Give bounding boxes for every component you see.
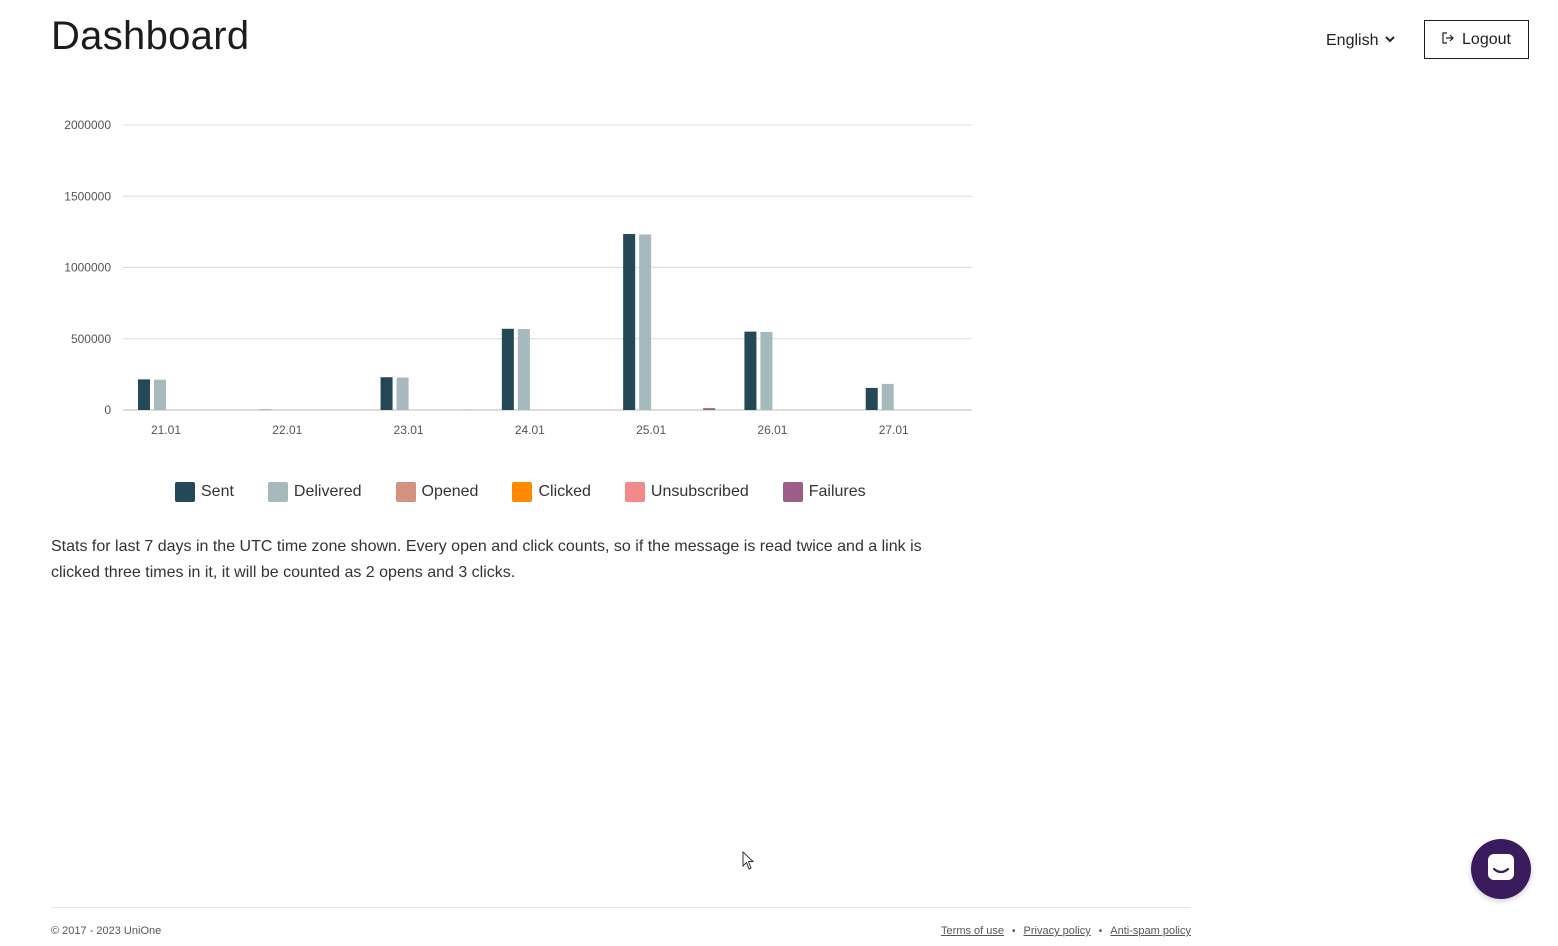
terms-link[interactable]: Terms of use <box>941 925 1005 937</box>
legend-label: Opened <box>421 483 479 500</box>
language-select[interactable]: English <box>1326 30 1396 52</box>
chat-icon <box>1486 852 1516 887</box>
x-tick-label: 24.01 <box>515 423 545 437</box>
legend-item-sent[interactable]: Sent <box>175 482 234 502</box>
bar-sent-21.01[interactable] <box>138 379 150 410</box>
legend-swatch <box>624 482 645 502</box>
legend-item-failures[interactable]: Failures <box>782 482 866 502</box>
legend-item-clicked[interactable]: Clicked <box>512 482 591 502</box>
y-tick-label: 0 <box>104 403 111 417</box>
stats-chart: 0 500000 1000000 1500000 2000000 21.01 22.01 23… <box>40 105 990 450</box>
legend-label: Unsubscribed <box>650 483 749 500</box>
x-tick-label: 26.01 <box>757 423 787 437</box>
bar-delivered-21.01[interactable] <box>154 379 166 410</box>
footer-separator: • <box>1098 925 1103 937</box>
chevron-down-icon <box>1384 32 1396 50</box>
bar-sent-25.01[interactable] <box>623 234 636 410</box>
legend-swatch <box>782 482 803 502</box>
legend-swatch <box>267 482 288 502</box>
stats-chart-svg: 0 500000 1000000 1500000 2000000 21.01 22.01 23… <box>64 118 972 437</box>
legend-label: Failures <box>808 483 866 500</box>
legend-swatch <box>395 482 416 502</box>
footer-separator: • <box>1012 925 1016 937</box>
bar-failures-25.01[interactable] <box>703 408 716 410</box>
mouse-cursor-icon <box>742 851 755 870</box>
y-tick-label: 1000000 <box>64 261 111 275</box>
y-tick-label: 2000000 <box>64 118 111 132</box>
bar-delivered-27.01[interactable] <box>881 383 894 410</box>
logout-button[interactable]: Logout <box>1424 20 1529 59</box>
bar-sent-24.01[interactable] <box>501 328 514 410</box>
bar-sent-23.01[interactable] <box>380 377 393 410</box>
chart-legend: Sent Delivered Opened Clicked Unsubscribed Fa… <box>175 482 866 502</box>
x-tick-label: 23.01 <box>394 423 424 437</box>
page-title: Dashboard <box>51 14 250 58</box>
x-tick-label: 21.01 <box>151 423 181 437</box>
bar-delivered-25.01[interactable] <box>639 234 652 410</box>
legend-swatch <box>512 482 533 502</box>
y-tick-label: 1500000 <box>64 189 111 203</box>
x-tick-label: 22.01 <box>272 423 302 437</box>
x-tick-label: 25.01 <box>636 423 666 437</box>
bar-delivered-24.01[interactable] <box>517 329 530 410</box>
language-label: English <box>1326 32 1379 49</box>
footer-links: Terms of use • Privacy policy • Anti-spa… <box>941 925 1191 937</box>
legend-label: Clicked <box>538 483 591 500</box>
y-tick-label: 500000 <box>71 332 111 346</box>
stats-note: Stats for last 7 days in the UTC time zo… <box>51 538 922 581</box>
anti-spam-link[interactable]: Anti-spam policy <box>1110 925 1191 937</box>
logout-label: Logout <box>1462 30 1511 48</box>
legend-item-delivered[interactable]: Delivered <box>267 482 362 502</box>
copyright: © 2017 - 2023 UniOne <box>51 925 162 937</box>
legend-label: Sent <box>201 483 234 500</box>
x-tick-label: 27.01 <box>879 423 909 437</box>
bar-sent-26.01[interactable] <box>744 331 757 410</box>
privacy-link[interactable]: Privacy policy <box>1023 925 1091 937</box>
legend-swatch <box>175 482 195 502</box>
chat-button[interactable] <box>1471 839 1531 899</box>
bar-sent-27.01[interactable] <box>865 387 878 410</box>
logout-icon <box>1442 31 1454 49</box>
legend-item-opened[interactable]: Opened <box>395 482 479 502</box>
bar-delivered-23.01[interactable] <box>396 377 409 410</box>
legend-label: Delivered <box>293 483 362 500</box>
legend-item-unsubscribed[interactable]: Unsubscribed <box>624 482 749 502</box>
footer-divider <box>51 907 1191 908</box>
bar-delivered-26.01[interactable] <box>760 331 773 410</box>
